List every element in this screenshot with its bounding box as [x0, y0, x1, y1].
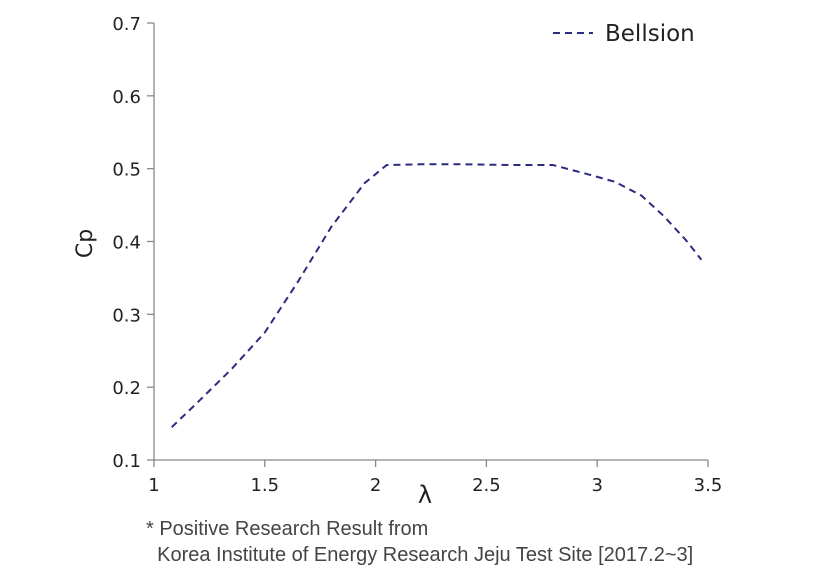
- y-tick-label: 0.4: [112, 233, 141, 254]
- legend: Bellsion: [553, 21, 695, 47]
- y-tick-label: 0.3: [112, 305, 141, 326]
- x-tick-label: 2.5: [472, 475, 501, 496]
- y-axis-label: Cp: [73, 229, 98, 258]
- series-line-bellsion: [171, 163, 703, 428]
- footnote: * Positive Research Result from Korea In…: [146, 516, 693, 568]
- y-tick-label: 0.7: [112, 14, 141, 35]
- x-tick-label: 1: [148, 475, 159, 496]
- y-tick-label: 0.1: [112, 451, 141, 472]
- y-tick-label: 0.6: [112, 87, 141, 108]
- axes: 0.1 0.2 0.3 0.4 0.5 0.6 0.7 1 1.5 2 2.5 3 3.5 λ Cp: [73, 14, 722, 509]
- y-tick-label: 0.5: [112, 160, 141, 181]
- series-layer: [171, 163, 703, 428]
- x-axis-label: λ: [418, 481, 432, 509]
- x-tick-label: 3: [591, 475, 602, 496]
- y-tick-label: 0.2: [112, 378, 141, 399]
- x-tick-label: 1.5: [250, 475, 279, 496]
- footnote-line-2: Korea Institute of Energy Research Jeju …: [146, 544, 694, 566]
- x-tick-label: 2: [370, 475, 381, 496]
- x-tick-label: 3.5: [694, 475, 723, 496]
- legend-label: Bellsion: [605, 21, 695, 47]
- footnote-line-1: * Positive Research Result from: [146, 518, 429, 540]
